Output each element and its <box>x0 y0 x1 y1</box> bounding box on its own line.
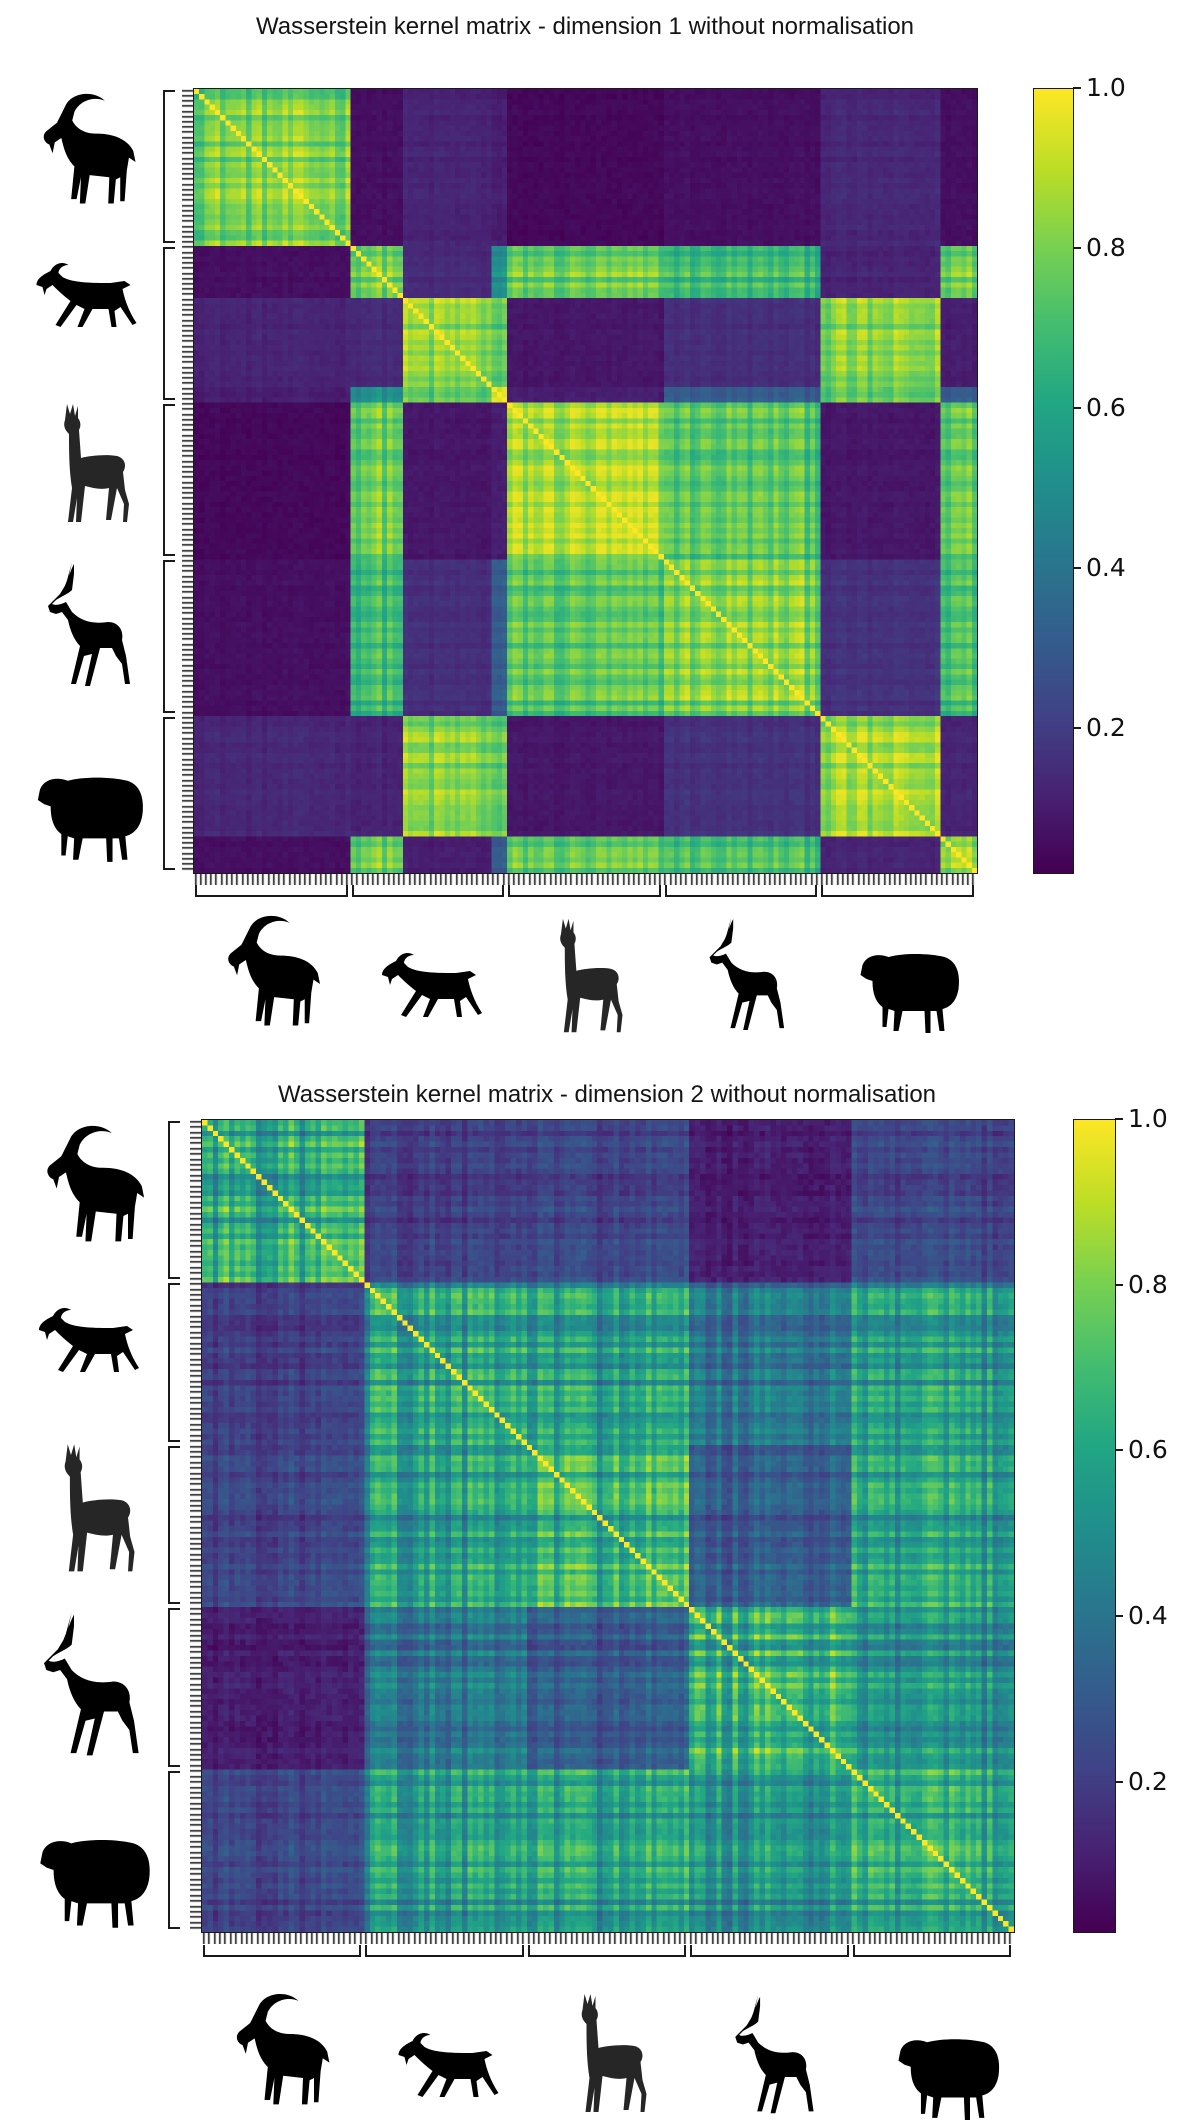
colorbar-tick-mark <box>1115 1449 1123 1452</box>
colorbar-tick-mark <box>1115 1615 1123 1618</box>
colorbar-tick-label: 0.2 <box>1086 713 1126 742</box>
gazelle-silhouette-icon <box>720 1990 825 2120</box>
goat-silhouette-icon <box>30 255 145 335</box>
colorbar-tick-label: 0.6 <box>1086 393 1126 422</box>
group-bracket-roe-deer <box>163 403 175 557</box>
group-bracket-ibex <box>168 1121 180 1280</box>
roe-deer-silhouette-icon <box>40 1440 145 1580</box>
colorbar-tick-label: 0.6 <box>1128 1435 1168 1465</box>
colorbar-tick-mark <box>1115 1118 1123 1120</box>
heatmap-canvas <box>194 89 977 873</box>
sheep-silhouette-icon <box>28 768 148 864</box>
group-bracket-goat <box>351 885 505 897</box>
x-axis-ticks <box>201 1932 1013 1944</box>
ibex-silhouette-icon <box>36 1120 151 1250</box>
group-bracket-gazelle <box>168 1608 180 1767</box>
colorbar-tick-label: 0.8 <box>1128 1269 1168 1299</box>
ibex-silhouette-icon <box>226 1988 336 2113</box>
group-bracket-ibex <box>163 90 175 243</box>
sheep-silhouette-icon <box>884 2030 1009 2122</box>
heatmap-canvas <box>202 1120 1014 1932</box>
sheep-silhouette-icon <box>30 1830 155 1930</box>
colorbar-tick-label: 0.2 <box>1128 1766 1168 1796</box>
group-bracket-goat <box>168 1283 180 1442</box>
colorbar-tick-mark <box>1073 87 1081 89</box>
x-axis-ticks <box>193 873 976 885</box>
colorbar-tick-mark <box>1073 567 1081 569</box>
group-bracket-goat <box>365 1945 524 1957</box>
gazelle-silhouette-icon <box>22 560 152 690</box>
group-bracket-gazelle <box>690 1945 849 1957</box>
group-bracket-gazelle <box>163 560 175 714</box>
colorbar-dim1 <box>1033 88 1074 874</box>
goat-silhouette-icon <box>30 1300 150 1380</box>
ibex-silhouette-icon <box>217 912 327 1032</box>
figure-1-title: Wasserstein kernel matrix - dimension 1 … <box>255 13 915 40</box>
group-bracket-sheep <box>168 1770 180 1929</box>
kernel-matrix-heatmap-dim2 <box>201 1119 1015 1933</box>
colorbar-tick-label: 1.0 <box>1086 73 1126 102</box>
group-bracket-goat <box>163 246 175 400</box>
group-bracket-roe-deer <box>527 1945 687 1957</box>
colorbar-tick-mark <box>1073 727 1081 729</box>
colorbar-tick-mark <box>1115 1780 1123 1783</box>
group-bracket-gazelle <box>664 885 818 897</box>
roe-deer-silhouette-icon <box>560 1990 655 2120</box>
group-bracket-roe-deer <box>168 1445 180 1605</box>
goat-silhouette-icon <box>392 2025 507 2105</box>
group-bracket-ibex <box>203 1945 362 1957</box>
kernel-matrix-heatmap-dim1 <box>193 88 978 874</box>
group-bracket-ibex <box>195 885 348 897</box>
ibex-silhouette-icon <box>30 90 145 210</box>
colorbar-tick-mark <box>1115 1283 1123 1286</box>
colorbar-tick-label: 0.4 <box>1128 1601 1168 1631</box>
goat-silhouette-icon <box>378 945 488 1025</box>
gazelle-silhouette-icon <box>24 1610 154 1760</box>
sheep-silhouette-icon <box>850 945 965 1035</box>
group-bracket-sheep <box>852 1945 1011 1957</box>
group-bracket-roe-deer <box>508 885 661 897</box>
colorbar-tick-mark <box>1073 247 1081 249</box>
figure-2-title: Wasserstein kernel matrix - dimension 2 … <box>277 1081 937 1108</box>
y-axis-ticks <box>182 88 194 872</box>
group-bracket-sheep <box>821 885 974 897</box>
colorbar-dim2 <box>1073 1119 1116 1933</box>
roe-deer-silhouette-icon <box>40 400 140 530</box>
colorbar-tick-label: 1.0 <box>1128 1104 1168 1133</box>
colorbar-tick-mark <box>1073 407 1081 409</box>
colorbar-tick-label: 0.8 <box>1086 233 1126 262</box>
y-axis-ticks <box>190 1119 202 1931</box>
roe-deer-silhouette-icon <box>540 915 630 1040</box>
colorbar-tick-label: 0.4 <box>1086 553 1126 582</box>
colorbar-gradient <box>1034 89 1073 873</box>
gazelle-silhouette-icon <box>695 912 795 1037</box>
group-bracket-sheep <box>163 717 175 870</box>
colorbar-gradient <box>1074 1120 1115 1932</box>
